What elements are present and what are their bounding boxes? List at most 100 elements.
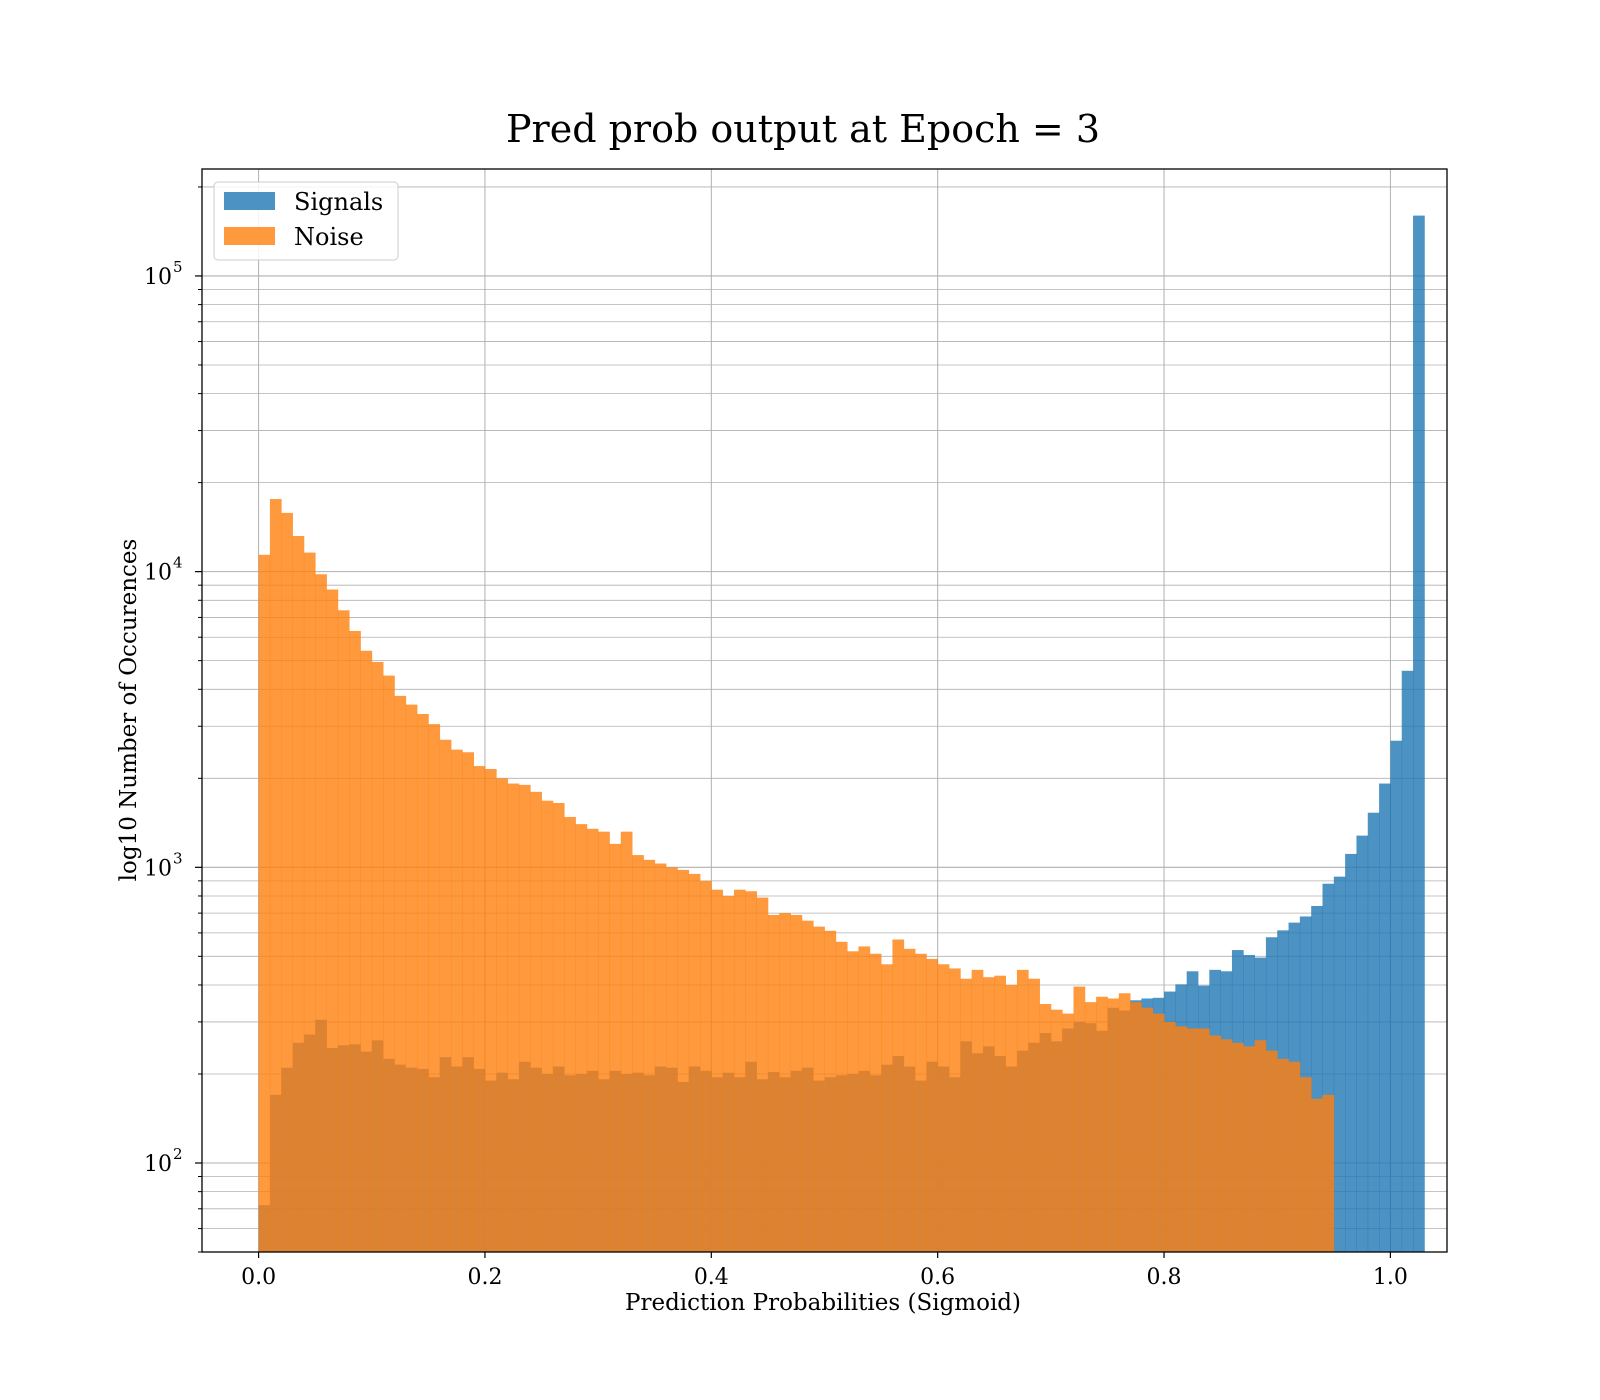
noise-bar bbox=[915, 953, 927, 1252]
y-tick-exponent: 4 bbox=[173, 554, 183, 572]
noise-bar bbox=[530, 791, 542, 1252]
noise-bar bbox=[258, 554, 271, 1252]
noise-bar bbox=[1118, 993, 1131, 1252]
noise-bar bbox=[1209, 1035, 1222, 1252]
legend: Signals Noise bbox=[213, 181, 399, 261]
y-tick-label: 10 bbox=[144, 1152, 172, 1177]
noise-bar bbox=[484, 769, 497, 1252]
noise-bar bbox=[937, 964, 950, 1252]
noise-bar bbox=[451, 749, 463, 1252]
noise-series-bars bbox=[258, 499, 1335, 1252]
noise-bar bbox=[1175, 1026, 1188, 1252]
noise-bar bbox=[666, 867, 678, 1252]
noise-bar bbox=[439, 739, 452, 1252]
noise-bar bbox=[349, 630, 361, 1252]
noise-bar bbox=[700, 880, 712, 1252]
noise-bar bbox=[462, 752, 475, 1252]
noise-bar bbox=[1265, 1050, 1278, 1252]
noise-bar bbox=[315, 574, 327, 1252]
signals-bar bbox=[1356, 835, 1369, 1252]
noise-bar bbox=[1062, 1013, 1074, 1252]
noise-bar bbox=[507, 783, 520, 1252]
noise-bar bbox=[1186, 1028, 1199, 1252]
noise-bar bbox=[1005, 984, 1018, 1252]
legend-label-noise: Noise bbox=[294, 223, 364, 251]
noise-bar bbox=[1299, 1077, 1312, 1252]
noise-bar bbox=[1073, 986, 1086, 1252]
noise-bar bbox=[326, 589, 339, 1252]
noise-bar bbox=[428, 724, 441, 1252]
y-axis-label: log10 Number of Occurences bbox=[116, 539, 142, 882]
noise-bar bbox=[858, 946, 871, 1252]
signals-bar bbox=[1401, 670, 1414, 1252]
plot-frame bbox=[201, 168, 1448, 1253]
noise-bar bbox=[971, 969, 984, 1252]
signals-bar bbox=[1311, 905, 1323, 1252]
noise-bar bbox=[383, 675, 395, 1252]
noise-bar bbox=[552, 803, 565, 1252]
noise-bar bbox=[1028, 978, 1040, 1252]
noise-bar bbox=[371, 661, 384, 1252]
noise-bar bbox=[405, 704, 418, 1252]
noise-bar bbox=[609, 843, 622, 1252]
noise-bar bbox=[903, 948, 916, 1252]
noise-bar bbox=[1039, 1003, 1052, 1252]
x-tick-label: 1.0 bbox=[1373, 1265, 1408, 1290]
noise-bar bbox=[643, 859, 656, 1252]
x-tick-label: 0.0 bbox=[241, 1265, 276, 1290]
noise-bar bbox=[982, 977, 995, 1252]
noise-bar bbox=[1243, 1046, 1255, 1252]
noise-bar bbox=[337, 610, 350, 1252]
noise-bar bbox=[1141, 1007, 1154, 1252]
noise-bar bbox=[767, 914, 780, 1252]
noise-bar bbox=[835, 941, 848, 1252]
noise-bar bbox=[801, 920, 814, 1252]
x-tick-label: 0.8 bbox=[1147, 1265, 1182, 1290]
x-tick-label: 0.4 bbox=[694, 1265, 729, 1290]
noise-bar bbox=[756, 897, 769, 1252]
noise-bar bbox=[654, 863, 667, 1252]
signals-bar bbox=[1379, 783, 1391, 1252]
noise-bar bbox=[1254, 1040, 1267, 1252]
noise-bar bbox=[711, 889, 724, 1252]
noise-bar bbox=[303, 552, 316, 1252]
y-tick-label: 10 bbox=[144, 561, 172, 586]
signals-bar bbox=[1333, 876, 1346, 1252]
noise-bar bbox=[745, 891, 757, 1252]
noise-bar bbox=[847, 951, 859, 1252]
noise-bar bbox=[926, 958, 939, 1252]
noise-bar bbox=[1152, 1013, 1165, 1252]
noise-bar bbox=[564, 816, 576, 1252]
noise-bar bbox=[1198, 1028, 1210, 1252]
noise-bar bbox=[779, 913, 791, 1252]
noise-bar bbox=[869, 953, 882, 1252]
legend-swatch-noise bbox=[224, 227, 275, 245]
noise-bar bbox=[1288, 1061, 1301, 1252]
noise-bar bbox=[496, 778, 508, 1252]
noise-bar bbox=[518, 784, 531, 1252]
chart-title: Pred prob output at Epoch = 3 bbox=[506, 107, 1100, 151]
noise-bar bbox=[1322, 1094, 1335, 1252]
noise-bar bbox=[1220, 1039, 1233, 1252]
noise-bar bbox=[281, 512, 293, 1252]
noise-bar bbox=[949, 968, 961, 1252]
noise-bar bbox=[598, 831, 610, 1252]
noise-bar bbox=[722, 895, 735, 1252]
noise-bar bbox=[1107, 998, 1120, 1252]
noise-bar bbox=[824, 930, 837, 1252]
noise-bar bbox=[1311, 1098, 1323, 1252]
noise-bar bbox=[586, 828, 599, 1252]
noise-bar bbox=[632, 855, 644, 1252]
noise-bar bbox=[541, 800, 554, 1252]
noise-bar bbox=[1231, 1042, 1244, 1252]
noise-bar bbox=[292, 535, 305, 1252]
noise-bar bbox=[269, 499, 282, 1252]
y-tick-exponent: 5 bbox=[173, 258, 183, 276]
noise-bar bbox=[1050, 1009, 1063, 1252]
noise-bar bbox=[1277, 1058, 1289, 1252]
noise-bar bbox=[1016, 969, 1029, 1252]
legend-label-signals: Signals bbox=[294, 188, 383, 216]
noise-bar bbox=[360, 650, 373, 1252]
signals-bar bbox=[1322, 883, 1335, 1252]
noise-bar bbox=[575, 824, 588, 1252]
